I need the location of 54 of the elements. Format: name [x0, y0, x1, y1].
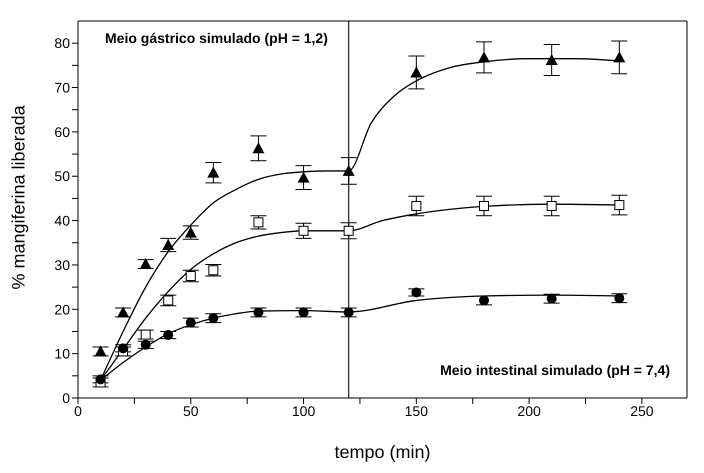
point: [614, 293, 624, 304]
point: [253, 307, 264, 318]
point: [410, 66, 422, 78]
point: [479, 200, 489, 211]
point: [208, 313, 218, 324]
point: [252, 142, 264, 154]
point: [163, 295, 174, 306]
point: [208, 265, 218, 276]
y-tick-label: 60: [54, 124, 70, 140]
point: [117, 306, 130, 318]
point: [411, 287, 422, 298]
point: [546, 200, 557, 211]
point: [298, 307, 309, 318]
point: [253, 217, 264, 228]
point: [342, 164, 355, 176]
point: [207, 166, 220, 178]
point: [140, 340, 151, 350]
point: [298, 172, 310, 183]
y-tick-label: 20: [54, 301, 70, 318]
point: [613, 51, 626, 62]
y-tick-label: 10: [54, 346, 70, 362]
y-tick-label: 50: [54, 168, 70, 184]
point: [94, 345, 107, 356]
y-tick-label: 80: [54, 35, 70, 52]
point: [478, 51, 490, 62]
point: [163, 330, 174, 340]
x-tick-label: 0: [74, 402, 82, 419]
x-axis-title: tempo (min): [334, 442, 431, 462]
annotation: Meio gástrico simulado (pH = 1,2): [105, 30, 328, 46]
x-tick-label: 250: [630, 402, 654, 419]
annotation: Meio intestinal simulado (pH = 7,4): [440, 362, 670, 378]
x-tick-label: 50: [182, 402, 199, 419]
y-tick-label: 0: [62, 390, 70, 406]
point: [411, 200, 422, 211]
y-tick-label: 40: [54, 212, 70, 229]
point: [344, 307, 354, 318]
point: [186, 271, 196, 282]
x-tick-label: 200: [517, 402, 542, 419]
point: [140, 330, 151, 340]
y-axis-title: % mangiferina liberada: [8, 104, 28, 290]
point: [614, 200, 624, 210]
point: [546, 54, 558, 66]
x-tick-label: 100: [292, 402, 316, 419]
point: [479, 295, 489, 306]
point: [96, 374, 106, 384]
y-tick-label: 30: [54, 256, 70, 273]
point: [546, 294, 557, 304]
point: [298, 226, 309, 236]
point: [118, 343, 128, 354]
x-tick-label: 150: [404, 402, 428, 419]
point: [344, 226, 354, 236]
point: [186, 318, 196, 328]
point: [140, 258, 152, 270]
y-tick-label: 70: [54, 80, 70, 96]
